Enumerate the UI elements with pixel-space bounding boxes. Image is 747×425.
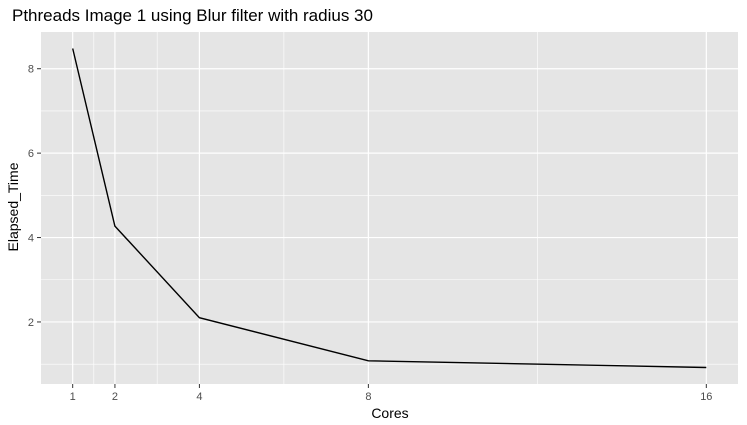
- axis-ticks: [37, 68, 707, 388]
- minor-gridlines: [41, 32, 738, 384]
- y-tick-label-2: 2: [28, 317, 34, 329]
- x-axis-title: Cores: [371, 405, 408, 421]
- x-tick-label-16: 16: [700, 391, 712, 403]
- x-tick-label-2: 2: [112, 391, 118, 403]
- chart-title: Pthreads Image 1 using Blur filter with …: [12, 6, 373, 25]
- x-tick-label-8: 8: [365, 391, 371, 403]
- y-tick-label-6: 6: [28, 148, 34, 160]
- x-tick-label-4: 4: [196, 391, 202, 403]
- x-axis-tick-labels: 1 2 4 8 16: [70, 391, 713, 403]
- y-axis-title: Elapsed_Time: [5, 162, 21, 251]
- plot-panel: [41, 32, 738, 384]
- major-gridlines: [41, 32, 738, 384]
- y-tick-label-8: 8: [28, 64, 34, 76]
- series-line-elapsed-time: [72, 48, 707, 369]
- y-axis-tick-labels: 2 4 6 8: [28, 64, 34, 329]
- y-tick-label-4: 4: [28, 233, 34, 245]
- x-tick-label-1: 1: [70, 391, 76, 403]
